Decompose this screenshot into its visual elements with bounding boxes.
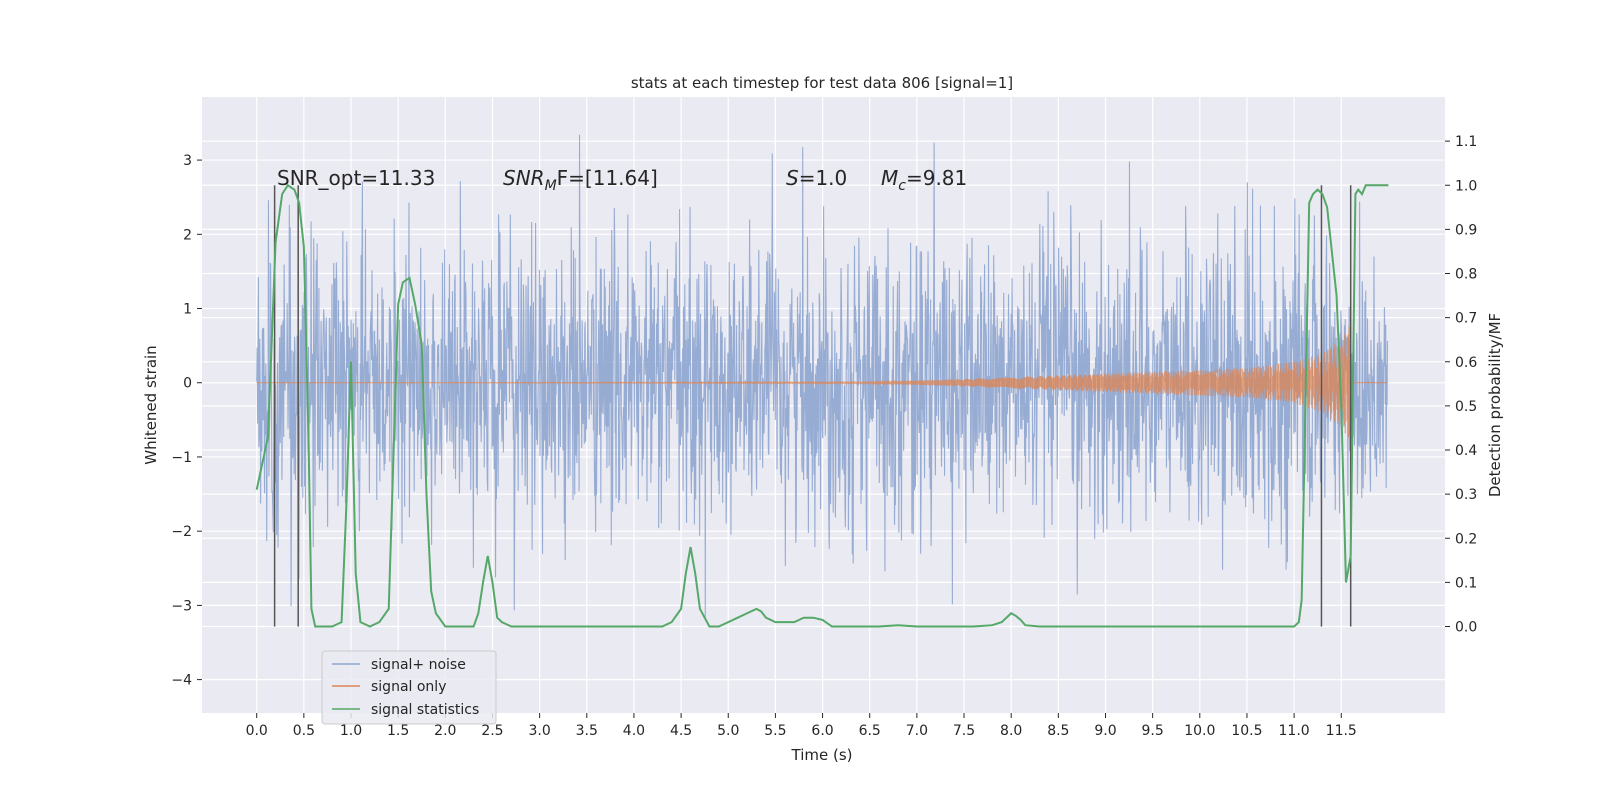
x-tick-label: 6.5 [859, 723, 881, 739]
annotation-s-sym: S [786, 166, 799, 190]
y-left-tick-label: 1 [183, 302, 192, 318]
x-tick-label: 6.0 [811, 723, 833, 739]
legend-label-signal: signal only [371, 679, 446, 695]
x-tick-label: 9.0 [1094, 723, 1116, 739]
y-left-tick-label: 2 [183, 227, 192, 243]
annotation-snr-mf-sub: M [545, 178, 557, 194]
x-tick-label: 5.0 [717, 723, 739, 739]
annotation-mc: Mc=9.81 [881, 166, 967, 194]
series-signal-statistics [255, 183, 1389, 628]
series-signal-line [256, 326, 1388, 438]
series-stats-line [255, 183, 1389, 628]
y-right-tick-label: 0.3 [1455, 487, 1477, 503]
x-axis-ticks: 0.0 0.5 1.0 1.5 2.0 2.5 3.0 3.5 4.0 4.5 5.0 5.5 6.0 6… [246, 713, 1357, 739]
y-right-tick-label: 0.2 [1455, 531, 1477, 547]
series-noise-line [256, 134, 1389, 618]
series-signal-only [256, 326, 1388, 438]
y-axis-right-label: Detection probability/MF [1486, 313, 1504, 497]
annotation-snr-opt: SNR_opt=11.33 [277, 166, 435, 190]
x-tick-label: 5.5 [764, 723, 786, 739]
y-left-tick-label: −3 [171, 598, 192, 614]
x-tick-label: 4.0 [623, 723, 645, 739]
x-tick-label: 0.5 [293, 723, 315, 739]
y-right-tick-label: 0.1 [1455, 575, 1477, 591]
x-tick-label: 3.5 [576, 723, 598, 739]
x-axis-label: Time (s) [791, 746, 853, 764]
x-tick-label: 1.0 [340, 723, 362, 739]
legend-label-stats: signal statistics [371, 702, 479, 718]
annotation-snr-mf-rest: F=[11.64] [557, 166, 658, 190]
x-tick-label: 10.0 [1184, 723, 1215, 739]
legend-label-noise: signal+ noise [371, 657, 466, 673]
y-right-tick-label: 1.0 [1455, 178, 1477, 194]
x-tick-label: 1.5 [387, 723, 409, 739]
chart-title: stats at each timestep for test data 806… [631, 74, 1013, 92]
x-tick-label: 9.5 [1142, 723, 1164, 739]
y-axis-left-ticks: 3 2 1 0 −1 −2 −3 −4 [171, 153, 202, 689]
series-signal-plus-noise [256, 134, 1389, 618]
y-right-tick-label: 0.0 [1455, 620, 1477, 636]
y-left-tick-label: 3 [183, 153, 192, 169]
y-right-tick-label: 0.5 [1455, 399, 1477, 415]
y-right-tick-label: 1.1 [1455, 134, 1477, 150]
x-tick-label: 7.5 [953, 723, 975, 739]
y-right-tick-label: 0.4 [1455, 443, 1477, 459]
y-right-tick-label: 0.7 [1455, 311, 1477, 327]
x-tick-label: 0.0 [246, 723, 268, 739]
y-left-tick-label: 0 [183, 376, 192, 392]
x-tick-label: 2.0 [434, 723, 456, 739]
y-right-tick-label: 0.6 [1455, 355, 1477, 371]
annotation-mc-val: =9.81 [906, 166, 967, 190]
x-tick-label: 11.5 [1326, 723, 1357, 739]
annotation-s-val: =1.0 [799, 166, 848, 190]
y-axis-right-ticks: 1.1 1.0 0.9 0.8 0.7 0.6 0.5 0.4 0.3 0.2 0.1 0.0 [1445, 134, 1477, 636]
x-tick-label: 4.5 [670, 723, 692, 739]
x-tick-label: 8.0 [1000, 723, 1022, 739]
y-right-tick-label: 0.9 [1455, 222, 1477, 238]
annotation-snr-mf-base: SNR [503, 166, 545, 190]
legend: signal+ noise signal only signal statist… [321, 650, 497, 725]
y-left-tick-label: −2 [171, 524, 192, 540]
x-tick-label: 2.5 [481, 723, 503, 739]
annotation-mc-sub: c [898, 178, 906, 194]
y-left-tick-label: −4 [171, 673, 192, 689]
x-tick-label: 3.0 [528, 723, 550, 739]
legend-box [321, 650, 497, 725]
y-axis-left-label: Whitened strain [142, 345, 160, 464]
x-tick-label: 10.5 [1231, 723, 1262, 739]
annotation-snr-mf: SNRMF=[11.64] [503, 166, 658, 194]
annotation-mc-sym: M [881, 166, 898, 190]
x-tick-label: 8.5 [1047, 723, 1069, 739]
annotation-s: S=1.0 [786, 166, 847, 190]
x-tick-label: 7.0 [906, 723, 928, 739]
y-right-tick-label: 0.8 [1455, 267, 1477, 283]
x-tick-label: 11.0 [1279, 723, 1310, 739]
y-left-tick-label: −1 [171, 450, 192, 466]
